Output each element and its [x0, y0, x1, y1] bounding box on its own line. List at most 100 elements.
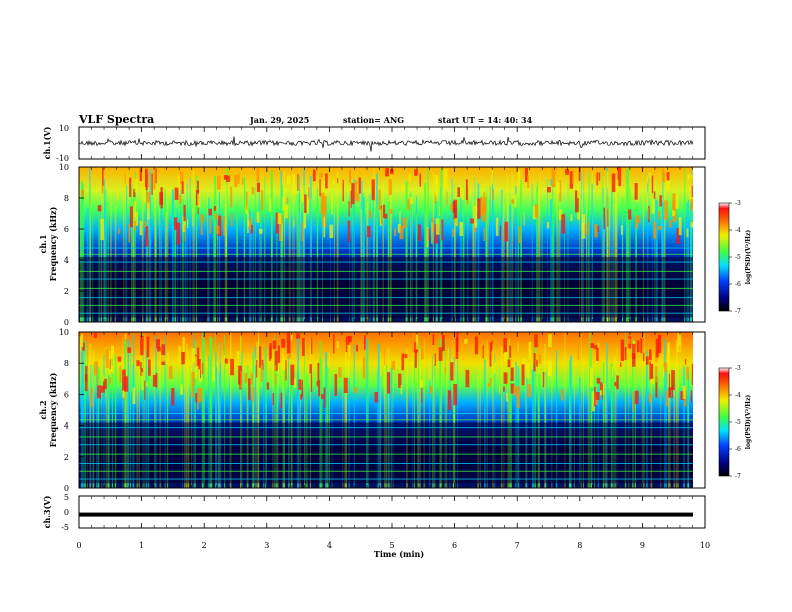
ch2-spectrogram-hotspot [81, 333, 84, 347]
ch1-spectrogram-hotspot [565, 168, 569, 175]
ch1-spectrogram-sferic [579, 190, 581, 322]
ch2-spectrogram-image [79, 332, 705, 488]
ch1-spectrogram-sferic [164, 188, 166, 322]
ch1-spectrogram-hotspot [546, 222, 550, 229]
ch2-spectrogram-hotspot [97, 385, 101, 399]
ch1-spectrogram-sferic [611, 191, 613, 322]
ch2-spectrogram-sferic [625, 332, 627, 488]
ch1-spectrogram-hotspot [690, 198, 695, 211]
ch1-spectrogram-hotspot [691, 175, 693, 187]
ch1-spectrogram-hotspot [410, 197, 413, 204]
ch2-spectrogram-sferic [224, 335, 226, 488]
ch1-spectrogram-hotspot [331, 192, 333, 215]
ch2-spectrogram-sferic [424, 337, 426, 488]
ch1-spectrogram-hotspot [666, 172, 670, 181]
ch2-spectrogram-hotspot [404, 353, 408, 359]
ch2-spectrogram-hotspot [119, 365, 122, 383]
ch2-spectrogram-sferic [127, 341, 130, 488]
ch1-spectrogram-hotspot [662, 172, 666, 183]
ch1-spectrogram-narrowband-line [79, 287, 693, 289]
ch1-spectrogram-hotspot [647, 208, 649, 220]
ch2-spectrogram-sferic [507, 340, 509, 488]
ch1-spectrogram-hotspot [337, 178, 339, 184]
ch2-spectrogram-sferic [188, 350, 189, 488]
ch1-spectrogram-hotspot [174, 187, 179, 200]
ch1-spectrogram-hotspot [446, 191, 448, 205]
ch2-spectrogram-hotspot [628, 336, 632, 353]
ch1-spectrogram-hotspot [358, 177, 361, 194]
ch2-spectrogram-hotspot [465, 369, 470, 388]
ch1-spectrogram-sferic [254, 187, 256, 322]
ch2-spectrogram-hotspot [261, 359, 264, 370]
ch1-spectrogram-sferic [606, 167, 609, 322]
ch1-colorbar: -3 -4 -5 -6 -7 log(PSD)(V²/Hz) [718, 200, 752, 315]
ch1-spectrogram-sferic [625, 169, 628, 322]
ch2-spectrogram-hotspot [122, 369, 126, 391]
ch1-spectrogram-hotspot [491, 168, 493, 185]
ch2-spectrogram-hotspot [124, 376, 129, 392]
ch2-spectrogram-hotspot [333, 334, 335, 354]
ch1-spectrogram-sferic [389, 185, 392, 322]
ch1-spectrogram-hotspot [662, 168, 665, 175]
ch2-spectrogram-hotspot [94, 361, 98, 376]
ch2-spectrogram-hotspot [527, 384, 532, 397]
ch1-spectrogram-sferic [303, 185, 305, 322]
ch1-spectrogram-sferic [192, 188, 195, 322]
ch2-spectrogram-hotspot [590, 343, 595, 349]
ch2-spectrogram-hotspot [672, 385, 674, 398]
ch1-spectrogram-hotspot [572, 170, 574, 184]
ch2-spectrogram-hotspot [503, 372, 508, 384]
ch2-spectrogram-hotspot [197, 347, 200, 367]
time-axis-tick-label: 6 [452, 541, 457, 550]
ch2-spectrogram-hotspot [464, 339, 468, 344]
ch2-spectrogram-sferic [288, 336, 289, 488]
ch1-spectrogram-narrowband-line [79, 247, 693, 249]
ch2-spectrogram-hotspot [415, 333, 419, 350]
ch2-spectrogram-hotspot [682, 385, 686, 400]
ch1-spectrogram-hotspot [607, 196, 609, 209]
ch1-spectrogram-hotspot [230, 186, 233, 208]
time-axis-tick-label: 4 [327, 541, 332, 550]
time-axis-tick-label: 9 [640, 541, 645, 550]
ch1-spectrogram-hotspot [293, 219, 295, 227]
ch1-spectrogram-hotspot [259, 228, 263, 234]
ch1-spectrogram-hotspot [407, 199, 410, 211]
ch2-spectrogram-hotspot [412, 333, 414, 353]
ch1-spectrogram-hotspot [100, 218, 104, 241]
ch2-spectrogram-hotspot [108, 350, 111, 369]
ch1-spectrogram-sferic [189, 177, 191, 322]
ch1-spectrogram-sferic [166, 181, 169, 322]
ch1-spectrogram-sferic [454, 183, 455, 322]
ch1-spectrogram-hotspot [181, 181, 184, 194]
ch1-spectrogram-hotspot [524, 168, 528, 183]
ch1-spectrogram-hotspot [183, 204, 186, 222]
ch2-spectrogram-hotspot [671, 370, 675, 391]
ch1-spectrogram-hotspot [417, 224, 421, 241]
ch1-spectrogram-hotspot [653, 221, 657, 239]
ch2-spectrogram-hotspot [627, 348, 632, 354]
ch1-spectrogram-hotspot [282, 196, 285, 211]
date-label: Jan. 29, 2025 [249, 115, 309, 125]
ch2-spectrogram-sferic [544, 344, 546, 488]
ch2-spectrogram-hotspot [419, 379, 424, 388]
ch1-colorbar-tick-label: -7 [735, 308, 741, 315]
ch1-spectrogram-hotspot [139, 168, 142, 182]
ch3-waveform-panel: ch.3(V) 5 0 -5 [42, 493, 706, 532]
ch2-spectrogram-hotspot [690, 390, 693, 403]
ch1-spectrogram-hotspot [348, 201, 350, 217]
ch2-spectrogram-ytick-tick-label: 0 [64, 484, 69, 493]
time-axis-tick-label: 3 [264, 541, 269, 550]
ch3-ytick-bottom: -5 [61, 523, 69, 532]
ch2-spectrogram-sferic [80, 344, 82, 488]
ch2-spectrogram-hotspot [441, 335, 445, 351]
ch2-spectrogram-hotspot [156, 339, 160, 349]
ch2-spectrogram-hotspot [266, 382, 270, 390]
ch1-spectrogram-sferic [410, 190, 412, 322]
ch2-spectrogram-hotspot [400, 385, 403, 395]
ch2-spectrogram-hotspot [561, 389, 564, 401]
ch1-spectrogram-hotspot [419, 173, 422, 187]
ch1-spectrogram-hotspot [596, 225, 599, 232]
ch2-spectrogram-hotspot [103, 375, 105, 382]
ch2-spectrogram-hotspot [506, 392, 508, 402]
ch1-spectrogram-hotspot [482, 204, 486, 222]
